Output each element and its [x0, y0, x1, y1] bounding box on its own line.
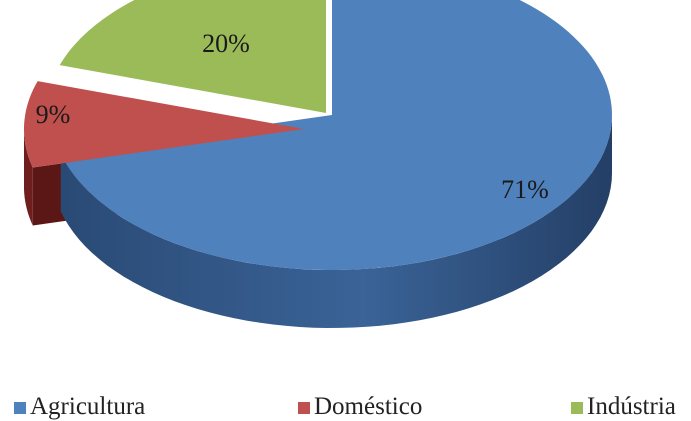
- slice-side-agricultura: [60, 115, 613, 328]
- data-label-agricultura: 71%: [501, 175, 549, 204]
- legend-label-industria: Indústria: [587, 393, 676, 420]
- slice-agricultura: [60, 0, 612, 270]
- data-label-domestico: 9%: [36, 100, 71, 129]
- legend-swatch-agricultura: [14, 402, 26, 414]
- legend-swatch-domestico: [298, 402, 310, 414]
- slice-labels: 71% 9% 20%: [36, 29, 549, 204]
- legend: Agricultura Doméstico Indústria: [14, 393, 676, 420]
- pie-tops: [24, 0, 612, 270]
- legend-swatch-industria: [571, 402, 583, 414]
- legend-item-industria: Indústria: [571, 393, 676, 420]
- legend-item-agricultura: Agricultura: [14, 393, 145, 420]
- legend-label-agricultura: Agricultura: [30, 393, 145, 420]
- legend-item-domestico: Doméstico: [298, 393, 422, 420]
- slice-side-domestico: [24, 129, 33, 226]
- slice-industria: [59, 0, 326, 113]
- data-label-industria: 20%: [202, 29, 250, 58]
- slice-domestico: [24, 81, 304, 168]
- legend-label-domestico: Doméstico: [314, 393, 422, 420]
